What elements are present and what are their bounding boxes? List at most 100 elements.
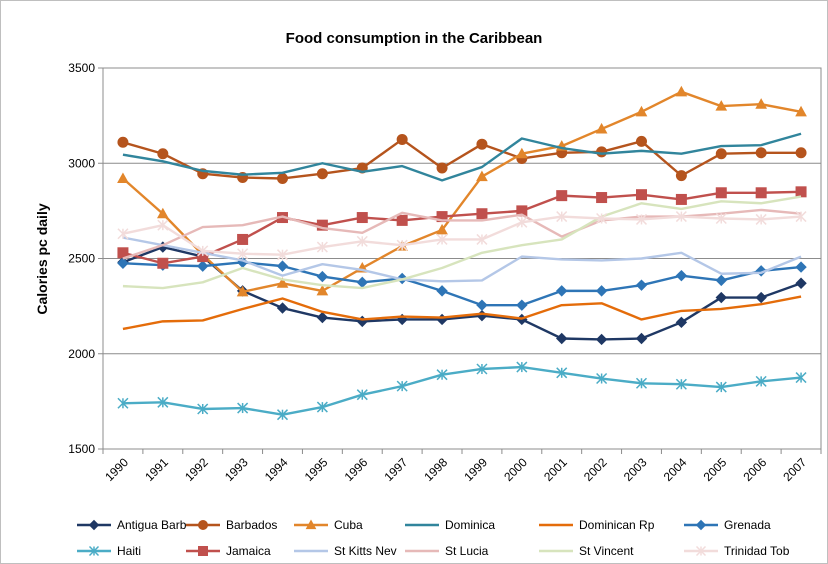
y-tick-label: 3500	[68, 61, 95, 75]
data-point	[755, 187, 767, 199]
data-point	[596, 372, 608, 385]
data-point	[556, 367, 568, 379]
data-point	[715, 212, 727, 225]
x-tick-label: 1996	[342, 455, 371, 484]
data-point	[237, 402, 249, 414]
data-point	[636, 135, 647, 147]
x-tick-label: 2003	[621, 455, 650, 484]
data-point	[436, 223, 448, 235]
series-line	[122, 365, 802, 416]
x-tick-label: 2004	[661, 455, 690, 484]
data-point	[117, 136, 129, 148]
data-point	[675, 85, 688, 97]
data-point	[117, 397, 129, 409]
data-point	[715, 381, 727, 393]
series-barbados	[117, 133, 807, 184]
series-line	[122, 132, 802, 182]
legend-item: Antigua Barb	[77, 518, 187, 532]
x-tick-label: 1994	[262, 455, 291, 484]
data-point	[276, 260, 289, 272]
x-tick-label: 1991	[142, 455, 171, 484]
data-point	[635, 279, 648, 291]
legend-label: Cuba	[334, 518, 363, 532]
data-point	[305, 519, 317, 530]
data-point	[237, 233, 249, 245]
legend-label: Dominica	[445, 518, 495, 532]
legend-item: St Lucia	[405, 544, 489, 558]
series-line	[122, 236, 802, 283]
data-point	[88, 545, 100, 557]
data-point	[316, 311, 329, 324]
data-point	[795, 211, 807, 223]
x-tick-label: 2006	[741, 455, 770, 484]
data-point	[476, 363, 488, 375]
data-point	[675, 269, 688, 282]
data-point	[795, 277, 807, 289]
data-point	[695, 545, 707, 557]
data-point	[396, 239, 408, 251]
data-point	[675, 316, 688, 329]
legend-label: Grenada	[724, 518, 771, 532]
legend-label: Antigua Barb	[117, 518, 187, 532]
data-point	[436, 233, 448, 245]
data-point	[715, 148, 727, 160]
data-point	[356, 276, 368, 289]
data-point	[117, 228, 129, 240]
series-st-vincent	[122, 195, 802, 290]
data-point	[156, 207, 169, 219]
data-point	[316, 219, 328, 231]
data-point	[276, 302, 289, 314]
data-point	[436, 285, 448, 297]
data-point	[556, 332, 568, 345]
data-point	[675, 378, 687, 390]
legend-label: Trinidad Tob	[724, 544, 790, 558]
x-tick-label: 1998	[421, 455, 450, 484]
x-tick-label: 1992	[182, 455, 211, 484]
legend-item: Dominican Rp	[539, 518, 655, 532]
data-point	[515, 147, 528, 159]
data-point	[516, 216, 528, 228]
legend-item: Barbados	[186, 518, 277, 532]
y-tick-label: 1500	[68, 442, 95, 456]
x-tick-label: 1999	[461, 455, 490, 484]
data-point	[556, 211, 568, 223]
data-point	[795, 261, 807, 273]
series-dominica	[122, 132, 802, 182]
data-point	[635, 105, 648, 117]
data-point	[595, 285, 608, 297]
data-point	[675, 170, 687, 182]
data-point	[277, 172, 288, 184]
y-tick-label: 3000	[68, 156, 95, 170]
data-point	[755, 98, 768, 109]
x-tick-label: 1995	[302, 455, 331, 484]
data-point	[396, 214, 408, 226]
data-point	[316, 241, 328, 253]
data-point	[476, 170, 488, 182]
axes: 1500 2000 2500 3000 3500 1990 1991 1992 1993 1994…	[68, 61, 822, 484]
data-point	[675, 193, 687, 205]
data-point	[755, 291, 767, 304]
series-trinidad-tob	[117, 211, 807, 261]
x-tick-label: 2002	[581, 455, 610, 484]
legend-item: Jamaica	[186, 544, 271, 558]
y-tick-label: 2500	[68, 252, 95, 266]
x-tick-label: 2005	[701, 455, 730, 484]
data-point	[755, 147, 767, 159]
data-point	[117, 172, 129, 183]
data-point	[476, 208, 488, 220]
data-point	[117, 257, 129, 269]
data-point	[88, 519, 100, 531]
series-cuba	[117, 85, 807, 297]
data-point	[675, 211, 687, 223]
data-point	[316, 270, 329, 283]
legend-item: St Vincent	[539, 544, 634, 558]
data-point	[157, 219, 169, 231]
data-point	[356, 389, 368, 401]
x-tick-label: 2000	[501, 455, 530, 484]
data-point	[436, 313, 448, 326]
data-point	[715, 291, 727, 304]
data-point	[276, 249, 289, 261]
data-point	[157, 396, 169, 408]
data-point	[476, 299, 488, 311]
